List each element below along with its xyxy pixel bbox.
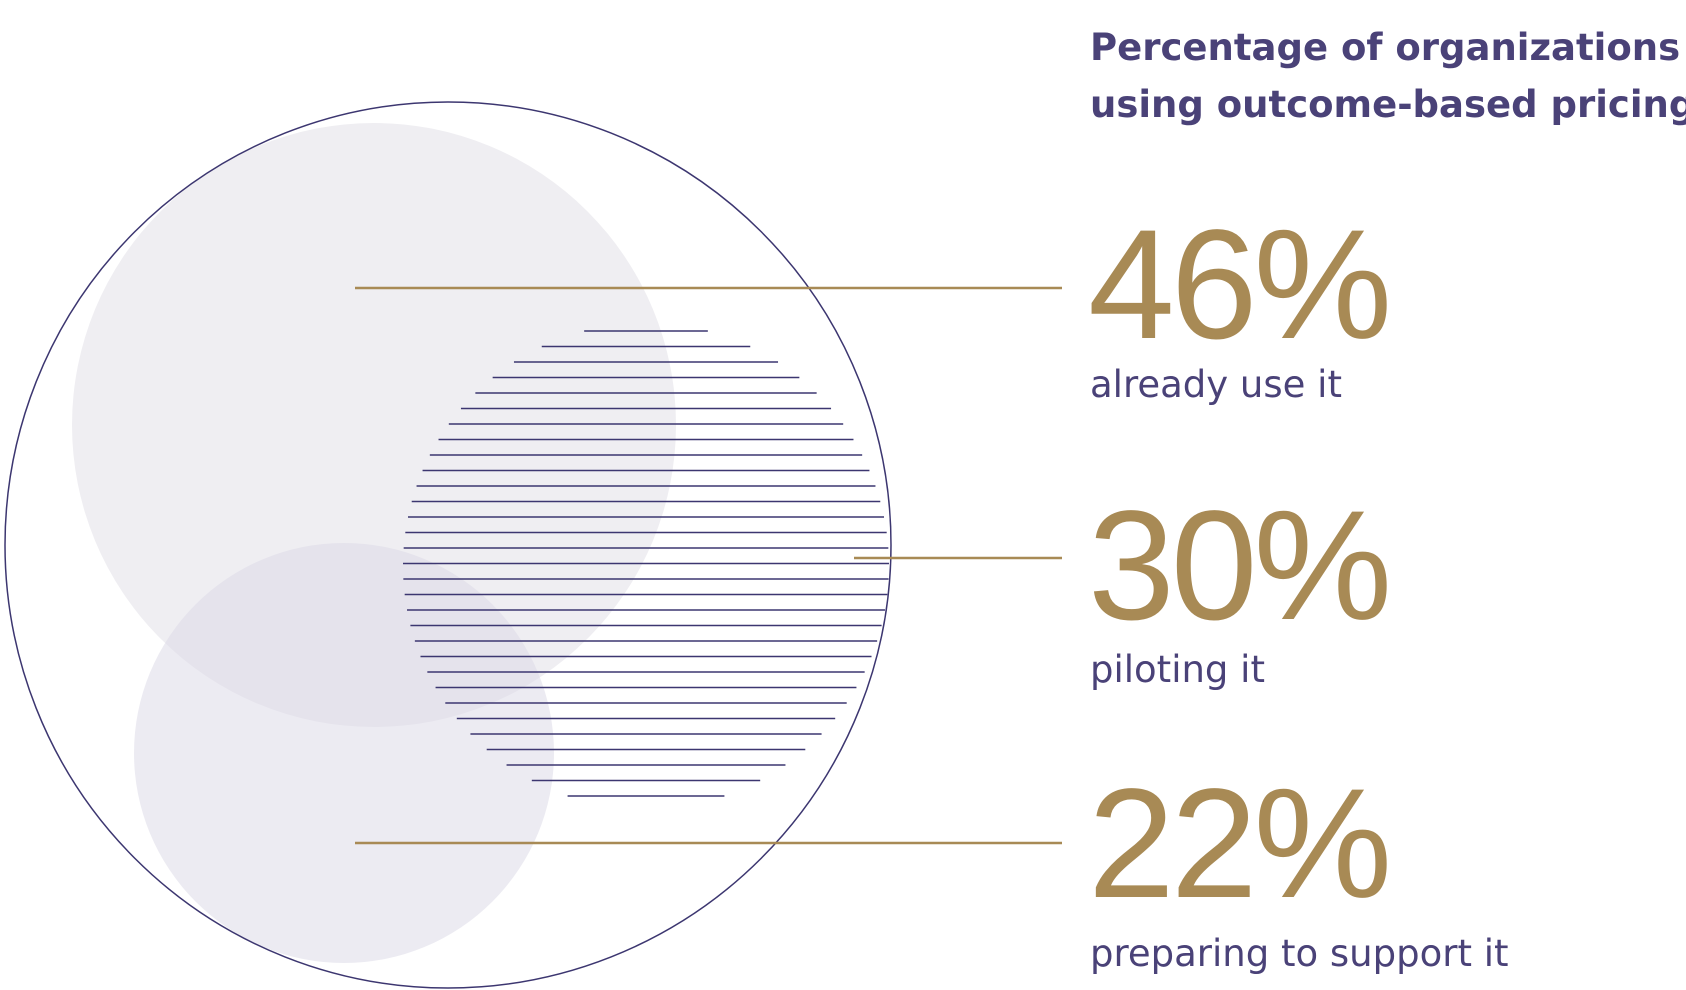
title: using outcome-based pricing: xyxy=(1090,83,1686,126)
outer-circle xyxy=(4,101,892,989)
stat-label: preparing to support it xyxy=(1090,932,1509,975)
shape xyxy=(72,123,676,727)
stat-label: piloting it xyxy=(1090,648,1265,691)
stat-value: 30% xyxy=(1088,479,1388,653)
shape xyxy=(134,543,554,963)
stat-value: 46% xyxy=(1088,198,1388,372)
hatched-circle xyxy=(403,330,889,797)
title: Percentage of organizations xyxy=(1090,26,1680,69)
stat-label: already use it xyxy=(1090,363,1342,406)
stat-value: 22% xyxy=(1088,757,1388,931)
